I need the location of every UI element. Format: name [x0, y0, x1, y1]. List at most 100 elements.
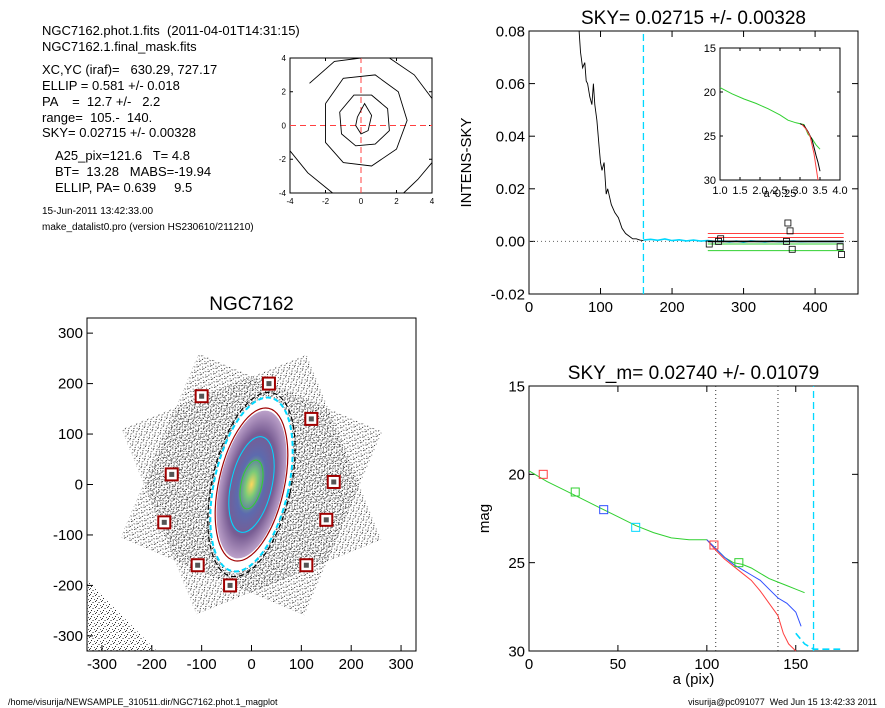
contour-line: [289, 150, 333, 194]
contour-xtick-label: 0: [359, 197, 364, 206]
image-xtick-label: 200: [339, 656, 364, 673]
contour-line: [325, 74, 408, 167]
image-xtick-label: 0: [247, 656, 255, 673]
inset-xtick-label: 3.0: [792, 185, 807, 197]
image-ytick-label: -300: [53, 628, 83, 645]
sky-marker: [836, 243, 844, 251]
info-line-9: BT= 13.28 MABS=-19.94: [55, 164, 212, 179]
sky-box-inner: [266, 381, 272, 387]
info-line-2: NGC7162.1.final_mask.fits: [42, 39, 197, 54]
sky-ytick-label: 0.06: [496, 76, 525, 93]
image-xtick-label: -200: [137, 656, 167, 673]
sky-xtick-label: 300: [731, 299, 756, 316]
inset-xtick-label: 1.5: [732, 185, 747, 197]
sky-ytick-label: -0.02: [491, 286, 525, 303]
contour-ytick-label: 0: [282, 121, 287, 130]
info-line-7: SKY= 0.02715 +/- 0.00328: [42, 125, 196, 140]
galaxy-ellipse-a25: [207, 391, 296, 578]
mag-marker-green: [570, 487, 580, 497]
sky-ytick-label: 0.08: [496, 23, 525, 40]
sky-box-inner: [331, 479, 337, 485]
sky-box-inner: [195, 562, 201, 568]
inset-xlabel: a^0.25: [764, 188, 797, 200]
contour-xtick-label: 4: [430, 197, 435, 206]
mag-series-blue: [706, 539, 802, 627]
mag-title: SKY_m= 0.02740 +/- 0.01079: [568, 363, 819, 384]
mag-xtick-label: 0: [525, 656, 533, 673]
sky-title: SKY= 0.02715 +/- 0.00328: [581, 8, 806, 29]
info-line-8: A25_pix=121.6 T= 4.8: [55, 148, 190, 163]
image-ytick-label: 300: [58, 325, 83, 342]
mag-ytick-label: 25: [508, 555, 525, 572]
image-xtick-label: 100: [289, 656, 314, 673]
contour-ytick-label: 2: [282, 88, 287, 97]
sky-xtick-label: 400: [803, 299, 828, 316]
inset-series-black: [799, 123, 821, 172]
sky-marker: [783, 237, 790, 245]
inset-ytick-label: 20: [704, 87, 716, 99]
inset-ytick-label: 30: [704, 175, 716, 187]
mag-series-red: [706, 539, 797, 652]
contour-line: [339, 94, 390, 147]
sky-xtick-label: 100: [588, 299, 613, 316]
contour-xtick-label: 2: [394, 197, 399, 206]
image-xtick-label: -100: [187, 656, 217, 673]
sky-marker: [717, 235, 725, 243]
sky-ytick-label: 0.02: [496, 181, 525, 198]
contour-line: [309, 57, 362, 84]
sky-box-inner: [169, 471, 175, 477]
mag-ytick-label: 20: [508, 467, 525, 484]
mag-ylabel: mag: [476, 504, 493, 533]
inset-ytick-label: 15: [704, 43, 716, 55]
contour-ytick-label: -2: [279, 155, 287, 164]
mag-xtick-label: 50: [610, 656, 627, 673]
sky-frame: [528, 30, 859, 295]
sky-xtick-label: 200: [660, 299, 685, 316]
info-line-5: PA = 12.7 +/- 2.2: [42, 94, 161, 109]
mag-marker-cyan: [631, 522, 641, 532]
inset-series-red: [801, 124, 819, 181]
sky-ylabel: INTENS-SKY: [458, 117, 475, 207]
inset-bg: [720, 48, 840, 180]
contour-ytick-label: -4: [279, 189, 287, 198]
sky-box-inner: [227, 582, 233, 588]
galaxy-body: [216, 410, 287, 559]
galaxy-contour-inner: [228, 436, 275, 533]
sky-marker: [786, 227, 794, 235]
contour-ytick-label: 4: [282, 54, 287, 63]
inset-xtick-label: 2.0: [752, 185, 767, 197]
inset-ytick-label: 25: [704, 131, 716, 143]
info-line-1: NGC7162.phot.1.fits (2011-04-01T14:31:15…: [42, 23, 300, 38]
mag-xlabel: a (pix): [673, 671, 715, 688]
inset-xtick-label: 1.0: [712, 185, 727, 197]
mag-xtick-label: 100: [694, 656, 719, 673]
image-ytick-label: -100: [53, 527, 83, 544]
contour-line: [403, 162, 433, 194]
inset-xtick-label: 4.0: [832, 185, 847, 197]
galaxy-ellipse-fit: [214, 407, 289, 562]
image-ytick-label: 200: [58, 376, 83, 393]
info-line-3: XC,YC (iraf)= 630.29, 727.17: [42, 62, 218, 77]
image-ytick-label: 100: [58, 426, 83, 443]
sky-box-inner: [199, 393, 205, 399]
image-ytick-label: -200: [53, 577, 83, 594]
mag-ytick-label: 30: [508, 643, 525, 660]
sky-box-inner: [161, 519, 167, 525]
footer-path: /home/visurija/NEWSAMPLE_310511.dir/NGC7…: [8, 697, 278, 707]
sky-ytick-label: 0.04: [496, 128, 525, 145]
sky-box-inner: [323, 517, 329, 523]
sky-marker: [705, 240, 713, 248]
inset-xtick-label: 2.5: [772, 185, 787, 197]
footer-user: visurija@pc091077 Wed Jun 15 13:42:33 20…: [688, 697, 877, 707]
sky-series-black: [578, 30, 644, 242]
image-ytick-label: 0: [75, 477, 83, 494]
corner-field: [87, 580, 157, 651]
galaxy-ellipse-outer: [209, 396, 294, 573]
info-line-10: ELLIP, PA= 0.639 9.5: [55, 180, 193, 195]
mag-ytick-label: 15: [508, 378, 525, 395]
sky-marker: [838, 251, 845, 258]
